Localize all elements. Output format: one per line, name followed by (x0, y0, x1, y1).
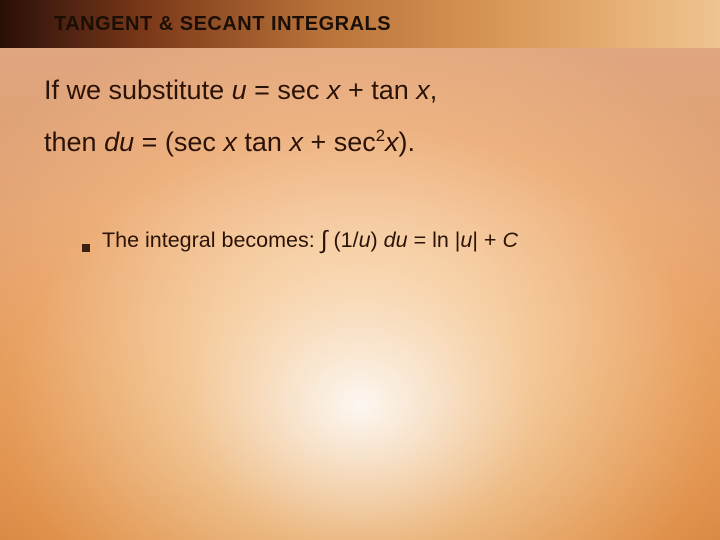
text: ). (399, 127, 416, 157)
title-bar: TANGENT & SECANT INTEGRALS (0, 0, 720, 48)
text: If we substitute (44, 75, 232, 105)
text: The integral becomes: (102, 228, 321, 252)
text: ) (371, 228, 384, 252)
superscript-2: 2 (376, 126, 385, 145)
slide-body: If we substitute u = sec x + tan x, then… (0, 48, 720, 254)
var-C: C (502, 228, 518, 252)
slide-title: TANGENT & SECANT INTEGRALS (54, 13, 391, 36)
text: = (sec (134, 127, 223, 157)
var-u: u (232, 75, 247, 105)
line-1: If we substitute u = sec x + tan x, (44, 70, 676, 112)
slide: TANGENT & SECANT INTEGRALS If we substit… (0, 0, 720, 540)
bullet-text: The integral becomes: ∫ (1/u) du = ln |u… (102, 226, 518, 254)
var-u: u (359, 228, 371, 252)
var-du: du (104, 127, 134, 157)
text: = ln | (408, 228, 461, 252)
var-x: x (223, 127, 237, 157)
var-u: u (460, 228, 472, 252)
text: + tan (348, 75, 416, 105)
text: | + (472, 228, 502, 252)
text: = sec (247, 75, 327, 105)
integral-symbol: ∫ (321, 227, 328, 254)
var-du: du (384, 228, 408, 252)
var-x: x (385, 127, 399, 157)
text: tan (237, 127, 290, 157)
bullet-item: The integral becomes: ∫ (1/u) du = ln |u… (44, 226, 676, 254)
text: (1/ (327, 228, 358, 252)
var-x: x (327, 75, 348, 105)
text: + sec (303, 127, 376, 157)
square-bullet-icon (82, 244, 90, 252)
text: then (44, 127, 104, 157)
var-x: x (289, 127, 303, 157)
line-2: then du = (sec x tan x + sec2x). (44, 122, 676, 164)
text: , (430, 75, 438, 105)
var-x: x (416, 75, 430, 105)
